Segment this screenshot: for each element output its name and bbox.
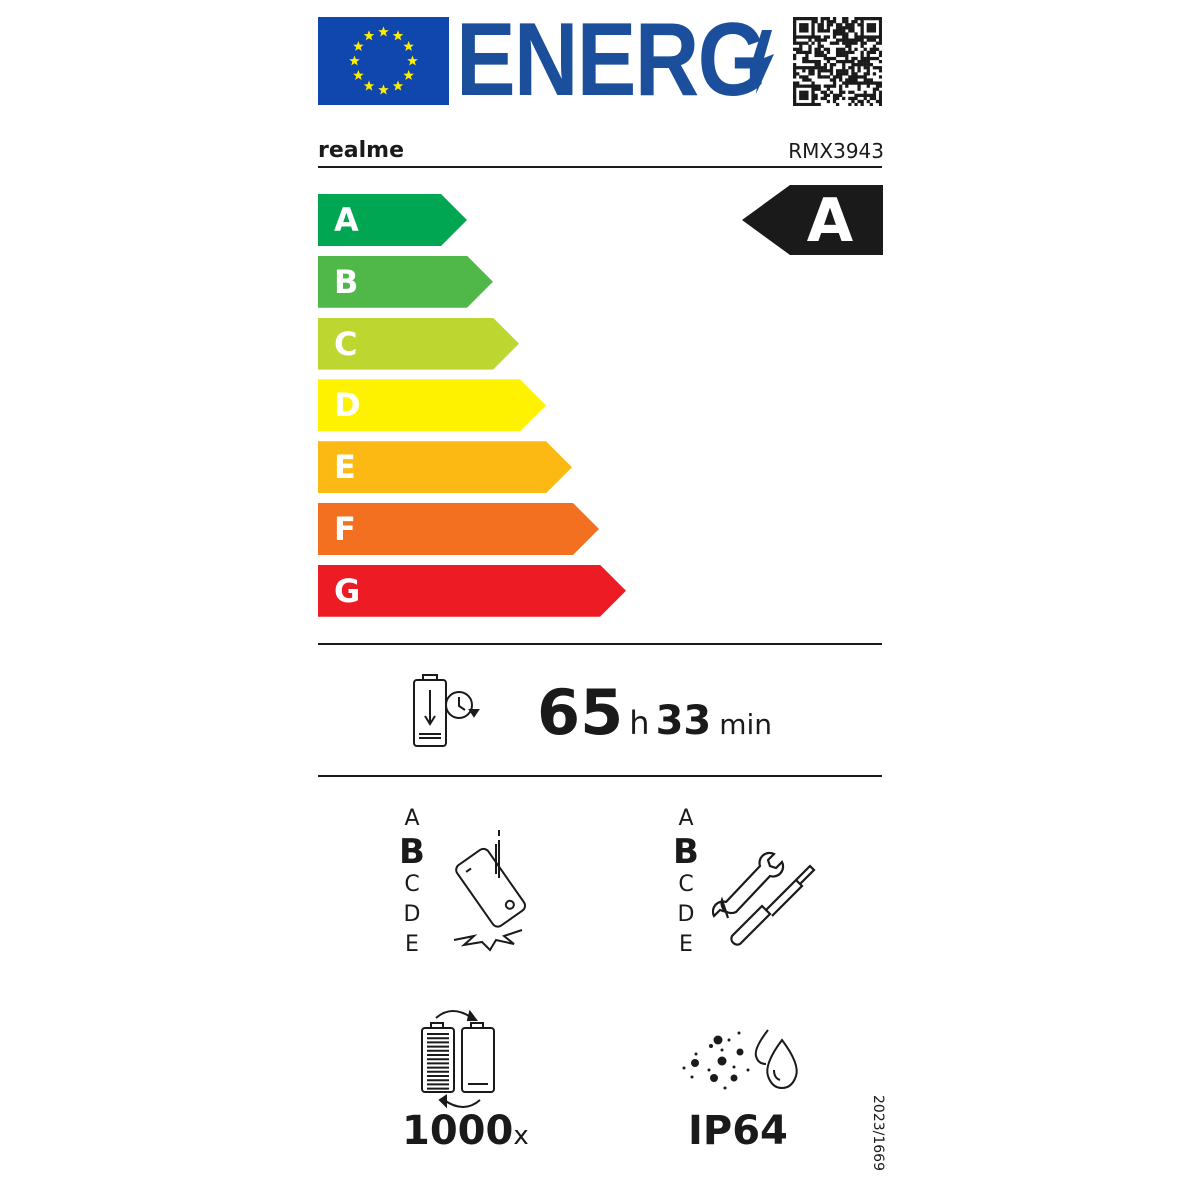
battery-endurance-icon bbox=[413, 674, 480, 747]
energy-bar-c: C bbox=[318, 317, 519, 370]
star-icon bbox=[363, 30, 375, 41]
star-icon bbox=[349, 55, 360, 66]
star-icon bbox=[363, 80, 375, 91]
energy-bar-letter: G bbox=[334, 571, 361, 610]
star-icon bbox=[403, 40, 414, 51]
star-icon bbox=[378, 84, 389, 95]
scale-letter: A bbox=[404, 806, 420, 831]
energy-bar-d: D bbox=[318, 379, 546, 432]
energy-bar-letter: C bbox=[334, 324, 358, 363]
qr-code[interactable] bbox=[793, 17, 882, 106]
energy-bar-b: B bbox=[318, 255, 493, 308]
lightning-icon bbox=[750, 30, 774, 94]
regulation-number: 2023/1669 bbox=[870, 1095, 886, 1171]
energy-bar-e: E bbox=[318, 441, 572, 494]
energy-logo-text: ENERG bbox=[456, 2, 767, 118]
energy-bar-g: G bbox=[318, 564, 626, 617]
energy-class-letter: A bbox=[806, 186, 854, 256]
repair-tools-icon bbox=[712, 851, 816, 946]
energy-bar-letter: D bbox=[334, 386, 361, 425]
supplier-name: realme bbox=[318, 138, 405, 163]
scale-letter: C bbox=[678, 872, 694, 897]
battery-cycles-value: 1000x bbox=[402, 1108, 529, 1154]
divider bbox=[318, 643, 882, 645]
battery-cycles-icon bbox=[421, 1009, 495, 1109]
star-icon bbox=[407, 55, 418, 66]
scale-letter: A bbox=[678, 806, 694, 831]
ip-rating: IP64 bbox=[688, 1108, 788, 1154]
energy-class-indicator bbox=[742, 185, 883, 255]
energy-bar-f: F bbox=[318, 503, 599, 555]
dust-water-icon bbox=[682, 1029, 798, 1090]
energy-bar-letter: E bbox=[334, 448, 356, 487]
minutes-unit: min bbox=[719, 708, 773, 741]
scale-letter: D bbox=[677, 902, 695, 927]
cycles-number: 1000 bbox=[402, 1108, 514, 1154]
star-icon bbox=[353, 40, 364, 51]
scale-letter: B bbox=[399, 832, 425, 872]
star-icon bbox=[392, 80, 404, 91]
energy-bar-letter: B bbox=[334, 262, 359, 301]
scale-letter: C bbox=[404, 872, 420, 897]
hours-unit: h bbox=[629, 704, 650, 742]
battery-endurance-value: 65 h 33 min bbox=[537, 676, 772, 749]
divider bbox=[318, 775, 882, 777]
cycles-unit: x bbox=[513, 1121, 529, 1151]
star-icon bbox=[392, 30, 404, 41]
minutes-value: 33 bbox=[655, 698, 712, 744]
hours-value: 65 bbox=[537, 676, 624, 749]
eu-flag-logo bbox=[318, 17, 449, 105]
divider bbox=[318, 166, 882, 168]
scale-letter: B bbox=[673, 832, 699, 872]
energy-bar-letter: F bbox=[334, 510, 356, 548]
model-identifier: RMX3943 bbox=[788, 139, 884, 163]
star-icon bbox=[403, 69, 414, 80]
energy-bar-letter: A bbox=[334, 201, 359, 239]
scale-letter: E bbox=[679, 932, 693, 957]
star-icon bbox=[378, 26, 389, 37]
star-icon bbox=[353, 69, 364, 80]
energy-bar-a: A bbox=[318, 194, 467, 246]
phone-drop-icon bbox=[453, 830, 527, 952]
scale-letter: D bbox=[403, 902, 421, 927]
scale-letter: E bbox=[405, 932, 419, 957]
